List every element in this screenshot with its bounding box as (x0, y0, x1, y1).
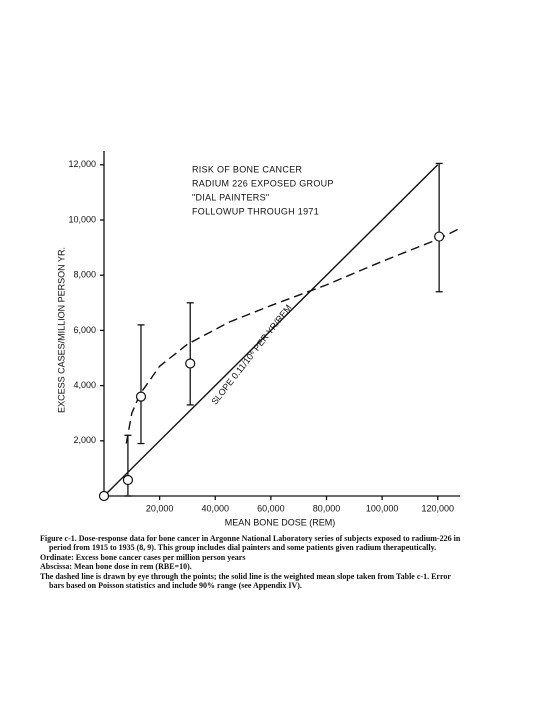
line-label: SLOPE 0.11/10⁶ PER YR/REM (209, 303, 293, 407)
y-tick-label: 4,000 (73, 380, 96, 390)
y-tick-label: 8,000 (73, 270, 96, 280)
x-tick-label: 120,000 (421, 503, 454, 513)
x-tick-label: 80,000 (313, 503, 341, 513)
annotation-line: RISK OF BONE CANCER (192, 164, 302, 174)
point (122, 474, 134, 486)
point (135, 391, 147, 402)
caption-line: Ordinate: Excess bone cancer cases per m… (40, 552, 246, 562)
caption-line: period from 1915 to 1935 (8, 9). This gr… (49, 543, 437, 553)
x-tick-label: 100,000 (366, 503, 399, 513)
chart: MEAN BONE DOSE (REM) EXCESS CASES/MILLIO… (56, 151, 461, 527)
point (98, 490, 110, 502)
caption-line: Abscissa: Mean bone dose in rem (RBE=10)… (40, 562, 192, 572)
x-tick-label: 40,000 (201, 503, 229, 513)
caption-line: Figure c-1. Dose-response data for bone … (40, 534, 461, 543)
annotation-line: FOLLOWUP THROUGH 1971 (192, 206, 319, 216)
y-axis-label: EXCESS CASES/MILLION PERSON YR. (56, 247, 66, 413)
y-tick-label: 6,000 (73, 325, 96, 335)
caption: Figure c-1. Dose-response data for bone … (40, 534, 530, 590)
x-axis-label: MEAN BONE DOSE (REM) (225, 517, 336, 527)
solid-line (103, 164, 439, 497)
caption-line: The dashed line is drawn by eye through … (40, 571, 451, 581)
point (434, 231, 445, 242)
annotation-line: RADIUM 226 EXPOSED GROUP (192, 178, 334, 188)
annotation-line: "DIAL PAINTERS" (192, 192, 269, 202)
caption-line: bars based on Poisson statistics and inc… (49, 581, 302, 591)
x-tick-label: 60,000 (257, 503, 285, 513)
x-tick-label: 20,000 (146, 503, 174, 513)
y-tick-label: 10,000 (68, 214, 96, 224)
y-tick-label: 2,000 (73, 435, 96, 445)
dashed-line (125, 227, 461, 444)
y-tick-label: 12,000 (68, 159, 96, 169)
point (185, 358, 196, 369)
